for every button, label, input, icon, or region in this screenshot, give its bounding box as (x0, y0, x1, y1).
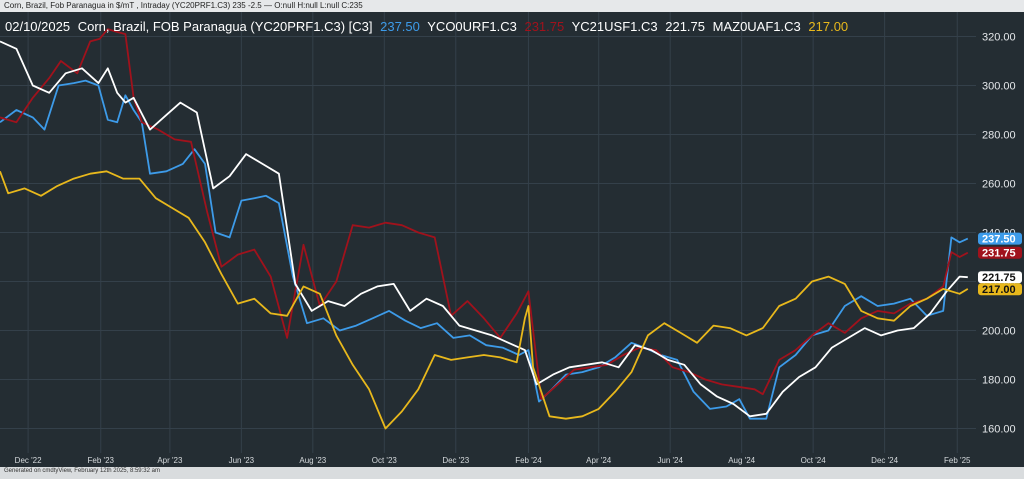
last-value-text: 221.75 (982, 272, 1016, 284)
price-tick-label: 260.00 (982, 179, 1016, 191)
time-tick-label: Dec '24 (871, 456, 898, 465)
time-axis-background (0, 453, 976, 467)
price-tick-label: 320.00 (982, 32, 1016, 44)
last-value-badge (978, 271, 1022, 284)
legend-label-1: Corn, Brazil, FOB Paranagua (YC20PRF1.C3… (78, 19, 373, 34)
generated-footer: Generated on cmdtyView, February 12th 20… (4, 468, 160, 474)
price-tick-label: 200.00 (982, 326, 1016, 338)
time-tick-label: Dec '22 (15, 456, 42, 465)
price-tick-label: 300.00 (982, 81, 1016, 93)
time-tick-label: Feb '25 (944, 456, 971, 465)
series-line-4 (0, 170, 969, 430)
last-value-text: 231.75 (982, 248, 1016, 260)
legend-date: 02/10/2025 (5, 19, 70, 34)
legend-value-1: 237.50 (380, 19, 420, 34)
chart-area[interactable]: 160.00180.00200.00220.00240.00260.00280.… (0, 12, 1024, 467)
time-tick-label: Aug '23 (299, 456, 326, 465)
time-tick-label: Feb '23 (88, 456, 115, 465)
legend-label-3: YC21USF1.C3 (572, 19, 658, 34)
time-tick-label: Apr '24 (586, 456, 612, 465)
legend-value-3: 221.75 (665, 19, 705, 34)
time-axis-labels: Dec '22 Feb '23 Apr '23 Jun '23 Aug '23 Oct '… (15, 456, 971, 465)
series-lines (0, 28, 969, 430)
price-tick-label: 180.00 (982, 375, 1016, 387)
time-tick-label: Aug '24 (728, 456, 755, 465)
series-line-1 (0, 79, 969, 420)
price-chart[interactable]: 160.00180.00200.00220.00240.00260.00280.… (0, 12, 1024, 467)
instrument-info-bar: Corn, Brazil, Fob Paranagua in $/mT , In… (0, 0, 1024, 12)
time-tick-label: Feb '24 (515, 456, 542, 465)
legend-value-2: 231.75 (524, 19, 564, 34)
last-value-text: 237.50 (982, 234, 1016, 246)
legend-label-4: MAZ0UAF1.C3 (713, 19, 801, 34)
legend-value-4: 217.00 (808, 19, 848, 34)
time-tick-label: Jun '23 (229, 456, 255, 465)
time-tick-label: Dec '23 (442, 456, 469, 465)
time-tick-label: Apr '23 (157, 456, 183, 465)
last-value-text: 217.00 (982, 284, 1016, 296)
legend-label-2: YCO0URF1.C3 (427, 19, 517, 34)
price-tick-label: 280.00 (982, 130, 1016, 142)
series-line-3 (0, 40, 968, 418)
price-tick-label: 160.00 (982, 424, 1016, 436)
time-tick-label: Oct '23 (372, 456, 398, 465)
last-value-badge (978, 232, 1022, 245)
time-tick-label: Jun '24 (657, 456, 683, 465)
last-value-badge (978, 246, 1022, 259)
last-value-badge (978, 283, 1022, 296)
chart-legend: 02/10/2025 Corn, Brazil, FOB Paranagua (… (5, 19, 848, 34)
vertical-gridlines (27, 12, 958, 453)
series-line-2 (0, 28, 969, 400)
time-tick-label: Oct '24 (801, 456, 827, 465)
